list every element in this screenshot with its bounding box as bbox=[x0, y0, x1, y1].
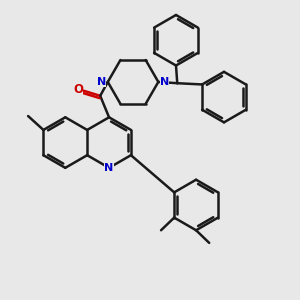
Text: N: N bbox=[104, 163, 114, 173]
Text: N: N bbox=[97, 77, 106, 87]
Text: O: O bbox=[74, 83, 83, 96]
Text: N: N bbox=[160, 77, 170, 87]
